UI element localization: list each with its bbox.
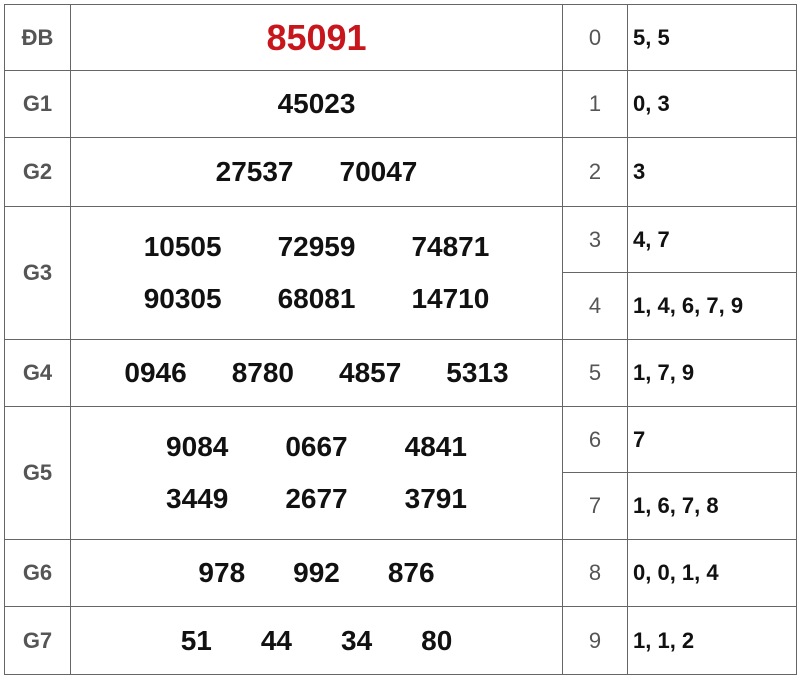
head-digit: 9	[563, 607, 628, 675]
head-digit: 0	[563, 4, 628, 71]
tail-digits: 4, 7	[628, 207, 797, 273]
prize-number: 3791	[404, 483, 467, 514]
prize-number: 5313	[446, 357, 509, 388]
prize-numbers: 0946 8780 4857 5313	[71, 340, 563, 407]
prize-number: 0946	[124, 357, 187, 388]
head-digit: 3	[563, 207, 628, 273]
prize-number: 44	[260, 624, 292, 656]
prize-number: 80	[421, 624, 453, 656]
head-digit: 2	[563, 138, 628, 207]
tail-digits: 0, 3	[628, 71, 797, 138]
prize-number: 4857	[339, 357, 402, 388]
prize-number: 14710	[411, 283, 490, 314]
special-prize-number: 85091	[266, 16, 367, 58]
head-digit: 4	[563, 273, 628, 340]
prize-label: G3	[4, 207, 71, 340]
prize-label: G6	[4, 540, 71, 607]
tail-digits: 1, 7, 9	[628, 340, 797, 407]
prize-number: 10505	[143, 231, 222, 262]
tail-digits: 1, 6, 7, 8	[628, 473, 797, 540]
tail-digits: 5, 5	[628, 4, 797, 71]
prize-label: G5	[4, 407, 71, 540]
tail-digits: 3	[628, 138, 797, 207]
prize-label: ĐB	[4, 4, 71, 71]
prize-number: 68081	[277, 283, 356, 314]
prize-number: 90305	[143, 283, 222, 314]
prize-label: G2	[4, 138, 71, 207]
tail-digits: 7	[628, 407, 797, 473]
prize-numbers: 978 992 876	[71, 540, 563, 607]
prize-numbers: 9084 0667 4841 3449 2677 3791	[71, 407, 563, 540]
prize-number: 34	[341, 624, 373, 656]
prize-numbers: 27537 70047	[71, 138, 563, 207]
prize-numbers: 10505 72959 74871 90305 68081 14710	[71, 207, 563, 340]
prize-number: 8780	[231, 357, 294, 388]
prize-label: G4	[4, 340, 71, 407]
prize-label: G1	[4, 71, 71, 138]
prize-number: 3449	[166, 483, 229, 514]
prize-number: 72959	[277, 231, 356, 262]
head-digit: 5	[563, 340, 628, 407]
prize-number: 876	[387, 557, 435, 588]
tail-digits: 1, 4, 6, 7, 9	[628, 273, 797, 340]
tail-digits: 0, 0, 1, 4	[628, 540, 797, 607]
prize-number: 27537	[215, 156, 294, 187]
prize-number: 2677	[285, 483, 348, 514]
prize-numbers: 85091	[71, 4, 563, 71]
prize-label: G7	[4, 607, 71, 675]
prize-numbers: 45023	[71, 71, 563, 138]
prize-number: 74871	[411, 231, 490, 262]
prize-number: 9084	[166, 431, 229, 462]
prize-number: 0667	[285, 431, 348, 462]
prize-number: 51	[180, 624, 212, 656]
prize-number: 992	[293, 557, 340, 588]
head-digit: 7	[563, 473, 628, 540]
tail-digits: 1, 1, 2	[628, 607, 797, 675]
head-digit: 6	[563, 407, 628, 473]
prize-number: 978	[198, 557, 246, 588]
prize-numbers: 51 44 34 80	[71, 607, 563, 675]
head-digit: 8	[563, 540, 628, 607]
prize-number: 4841	[404, 431, 467, 462]
prize-number: 45023	[277, 88, 356, 119]
prize-number: 70047	[339, 156, 418, 187]
head-digit: 1	[563, 71, 628, 138]
